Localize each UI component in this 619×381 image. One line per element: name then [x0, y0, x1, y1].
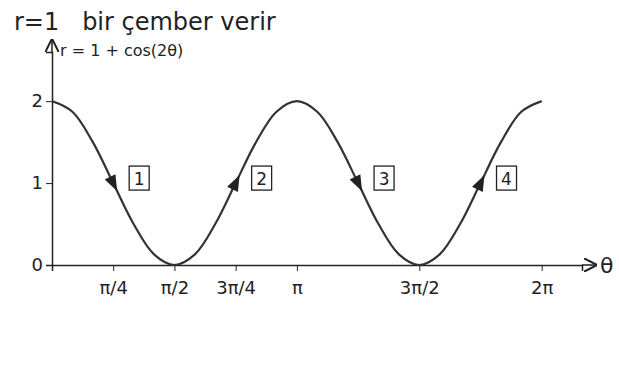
y-tick-label: 2	[32, 90, 43, 111]
curve	[52, 101, 542, 265]
x-tick-mark	[297, 265, 298, 271]
annotation-label: 3	[379, 169, 390, 189]
x-tick: 2π	[531, 265, 553, 298]
x-axis-arrow	[582, 264, 596, 266]
x-axis-title: θ	[600, 253, 613, 278]
x-tick-mark	[542, 265, 543, 271]
plot-area	[52, 101, 542, 265]
title: r=1 bir çember verir	[14, 8, 276, 36]
annotation-box	[374, 166, 394, 190]
direction-arrow	[350, 174, 368, 194]
x-tick: π	[292, 265, 303, 298]
x-tick-label: π/4	[100, 277, 128, 298]
direction-arrow	[227, 172, 245, 192]
y-axis-title: r = 1 + cos(2θ)	[60, 41, 183, 60]
annotation-label: 2	[256, 169, 267, 189]
y-tick: 0	[32, 254, 52, 275]
annotation-box	[252, 166, 272, 190]
x-tick-label: π	[292, 277, 303, 298]
x-axis-line	[53, 266, 583, 272]
y-tick-mark	[46, 183, 52, 184]
annotation-box	[497, 166, 517, 190]
annotation-box	[129, 166, 149, 190]
y-axis-line	[46, 53, 53, 266]
y-axis: 0 1 2	[32, 53, 53, 276]
y-tick: 2	[32, 90, 52, 111]
x-tick-label: 3π/4	[216, 277, 256, 298]
y-tick-mark	[46, 101, 52, 102]
direction-arrow	[472, 172, 490, 192]
x-tick: π/2	[161, 265, 189, 298]
x-tick-label: 3π/2	[400, 277, 440, 298]
y-tick-mark	[46, 265, 52, 266]
direction-arrow	[105, 174, 123, 194]
x-tick-label: π/2	[161, 277, 189, 298]
x-tick-mark	[236, 265, 237, 271]
annotation-label: 4	[501, 169, 512, 189]
chart: r=1 bir çember verir π/4 π/2 3π/4 π 3π/2 2π θ 0 1…	[0, 0, 619, 381]
y-tick: 1	[32, 172, 52, 193]
x-tick-mark	[113, 265, 114, 271]
x-tick: π/4	[100, 265, 128, 298]
annotation-label: 1	[134, 169, 145, 189]
x-axis: π/4 π/2 3π/4 π 3π/2 2π	[53, 265, 583, 298]
y-tick-label: 0	[32, 254, 43, 275]
x-tick-label: 2π	[531, 277, 553, 298]
y-tick-label: 1	[32, 172, 43, 193]
x-tick: 3π/4	[216, 265, 256, 298]
y-axis-arrow	[51, 40, 53, 52]
x-tick: 3π/2	[400, 265, 440, 298]
